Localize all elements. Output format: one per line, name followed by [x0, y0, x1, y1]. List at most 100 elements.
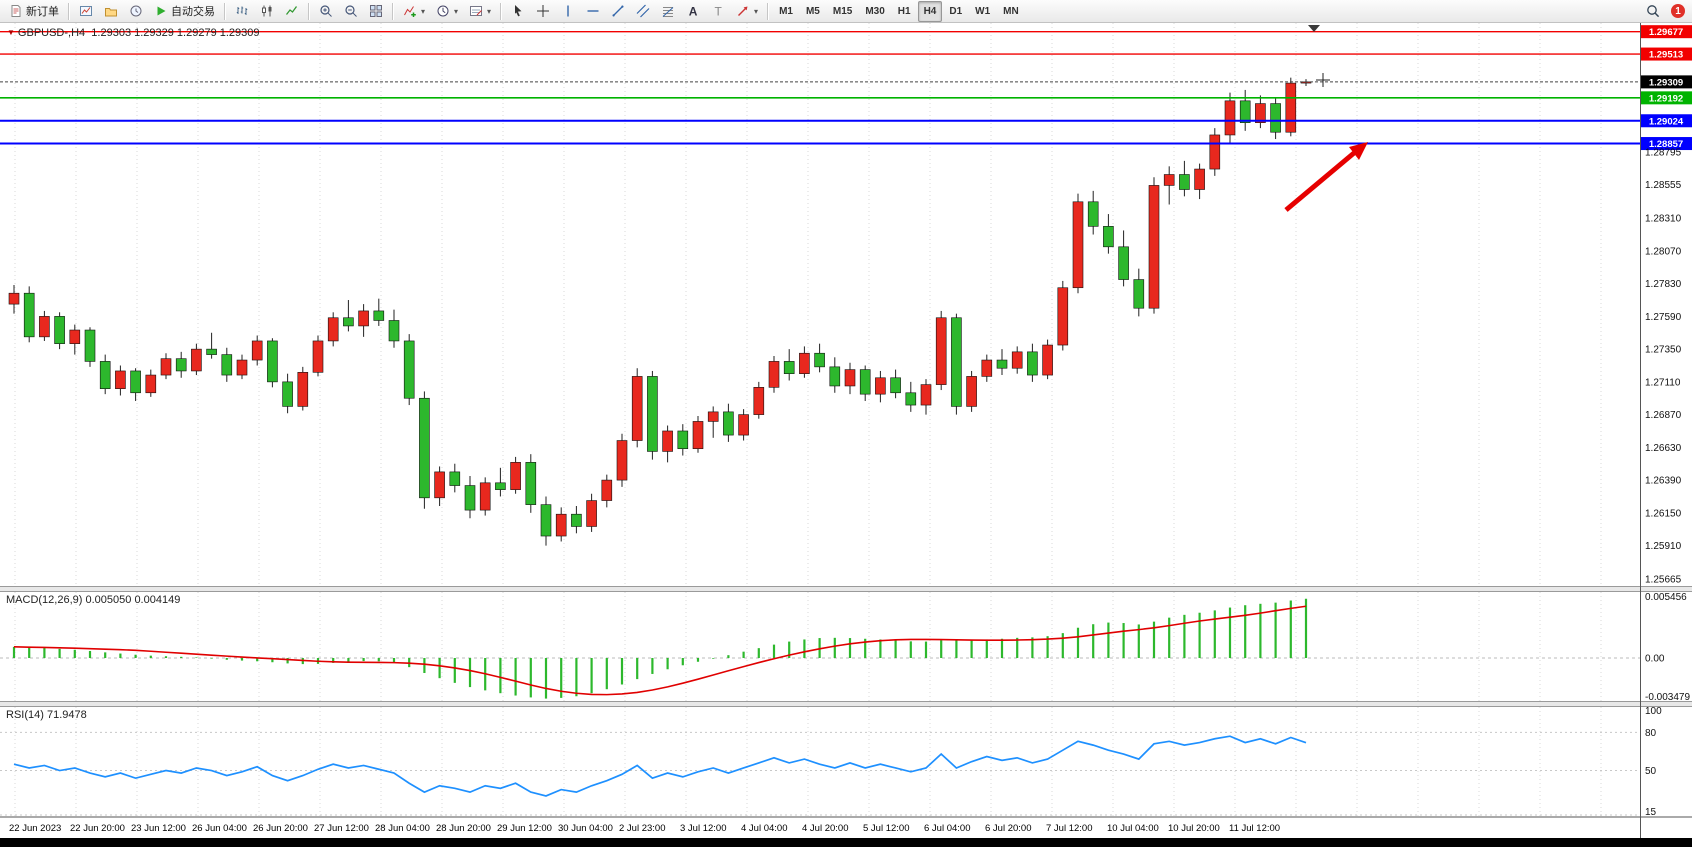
candle-body — [540, 504, 552, 537]
macd-axis-label: -0.003479 — [1645, 692, 1690, 703]
panel-separator[interactable] — [0, 701, 1692, 707]
toolbar-separator — [224, 2, 226, 20]
notification-badge[interactable]: 1 — [1671, 4, 1685, 18]
candle-body — [1011, 351, 1023, 369]
chevron-down-icon: ▾ — [454, 6, 459, 16]
time-axis-label: 29 Jun 12:00 — [497, 823, 552, 834]
trendline-button[interactable] — [606, 1, 630, 22]
candle-body — [1270, 103, 1281, 133]
chart-background — [0, 23, 1692, 847]
rsi-axis-label: 100 — [1645, 706, 1662, 717]
candle-body — [859, 369, 871, 395]
candlestick-icon — [260, 5, 272, 17]
channel-icon — [636, 4, 650, 18]
price-tick-label: 1.27590 — [1645, 312, 1682, 323]
timeframe-w1[interactable]: W1 — [975, 5, 991, 17]
price-tick-label: 1.28310 — [1645, 214, 1682, 225]
time-axis-label: 6 Jul 04:00 — [924, 823, 970, 834]
candle-body — [707, 411, 719, 422]
panel-separator[interactable] — [0, 586, 1692, 592]
timeframe-h1[interactable]: H1 — [897, 5, 911, 17]
price-tick-label: 1.27350 — [1645, 345, 1682, 356]
rsi-name: RSI(14) — [6, 709, 44, 721]
zoom-out-button[interactable] — [339, 1, 363, 22]
price-tag-label: 1.28857 — [1649, 139, 1683, 150]
rsi-value: 71.9478 — [46, 709, 87, 721]
timeframe-m15[interactable]: M15 — [832, 5, 853, 17]
channel-button[interactable] — [631, 1, 655, 22]
candle-body — [464, 485, 476, 511]
svg-text:T: T — [715, 5, 723, 19]
price-tick-label: 1.28070 — [1645, 246, 1682, 257]
candle-body — [99, 361, 111, 389]
bar-chart-type-button[interactable] — [230, 1, 254, 22]
candle-body — [799, 352, 810, 374]
periods-button[interactable]: ▾ — [431, 1, 463, 22]
time-axis-label: 26 Jun 04:00 — [192, 823, 247, 834]
timeframe-m30[interactable]: M30 — [865, 5, 885, 17]
cursor-button[interactable] — [506, 1, 530, 22]
zoom-in-button[interactable] — [314, 1, 338, 22]
candle-body — [23, 292, 35, 338]
time-axis-label: 26 Jun 20:00 — [253, 823, 308, 834]
cursor-icon — [515, 5, 522, 17]
candle-body — [647, 376, 658, 452]
toolbar-right-tools: 1 — [1641, 1, 1688, 22]
candle-body — [875, 377, 886, 395]
line-chart-type-button[interactable] — [280, 1, 304, 22]
candle-body — [1194, 168, 1205, 190]
time-axis-label: 2 Jul 23:00 — [619, 823, 665, 834]
price-tag-label: 1.29513 — [1649, 50, 1683, 61]
text-label-button[interactable]: T — [706, 1, 730, 22]
new-order-button[interactable]: 新订单 — [4, 1, 64, 22]
macd-axis-label: 0.005456 — [1645, 592, 1687, 603]
candle-body — [951, 317, 962, 407]
horizontal-line-button[interactable] — [581, 1, 605, 22]
trend-arrow[interactable] — [1284, 151, 1356, 212]
svg-text:A: A — [689, 5, 698, 19]
fibonacci-button[interactable] — [656, 1, 680, 22]
chart-shift-marker[interactable] — [1308, 25, 1320, 32]
price-tag-label: 1.29309 — [1649, 77, 1683, 88]
crosshair-button[interactable] — [531, 1, 555, 22]
candle-body — [935, 317, 947, 385]
vertical-line-button[interactable] — [556, 1, 580, 22]
rsi-line — [13, 735, 1307, 797]
candle-body — [1239, 100, 1251, 123]
search-button[interactable] — [1641, 1, 1665, 22]
chart-window-button[interactable] — [74, 1, 98, 22]
trend-arrow-head[interactable] — [1349, 142, 1368, 160]
candle-body — [966, 376, 977, 407]
timeframe-m5[interactable]: M5 — [805, 5, 820, 17]
autotrade-button[interactable]: 自动交易 — [149, 1, 220, 22]
toolbar-separator — [68, 2, 70, 20]
symbol-marker-icon: ▼ — [7, 28, 15, 37]
candle-body — [723, 411, 734, 436]
candlestick-type-button[interactable] — [255, 1, 279, 22]
price-tick-label: 1.26150 — [1645, 508, 1682, 519]
candle-body — [1209, 134, 1221, 170]
new-order-icon — [9, 4, 23, 18]
indicators-button[interactable]: ▾ — [398, 1, 430, 22]
text-icon: A — [689, 5, 698, 19]
candle-body — [419, 397, 430, 499]
timeframe-m1[interactable]: M1 — [779, 5, 793, 17]
text-button[interactable]: A — [681, 1, 705, 22]
arrows-button[interactable]: ▾ — [731, 1, 763, 22]
timeframe-d1[interactable]: D1 — [949, 5, 963, 17]
time-axis-label: 7 Jul 12:00 — [1046, 823, 1092, 834]
candle-body — [54, 316, 65, 344]
tile-windows-button[interactable] — [364, 1, 388, 22]
templates-button[interactable]: ▾ — [464, 1, 496, 22]
time-axis-label: 28 Jun 20:00 — [436, 823, 491, 834]
candle-body — [39, 316, 50, 338]
timeframe-mn[interactable]: MN — [1003, 5, 1019, 17]
price-tag — [1641, 91, 1692, 105]
market-watch-button[interactable] — [124, 1, 148, 22]
macd-main-value: 0.005050 — [85, 594, 132, 606]
profiles-button[interactable] — [99, 1, 123, 22]
timeframe-h4[interactable]: H4 — [917, 0, 943, 22]
rsi-axis-label: 50 — [1645, 766, 1657, 777]
arrow-tool-icon — [736, 6, 748, 18]
